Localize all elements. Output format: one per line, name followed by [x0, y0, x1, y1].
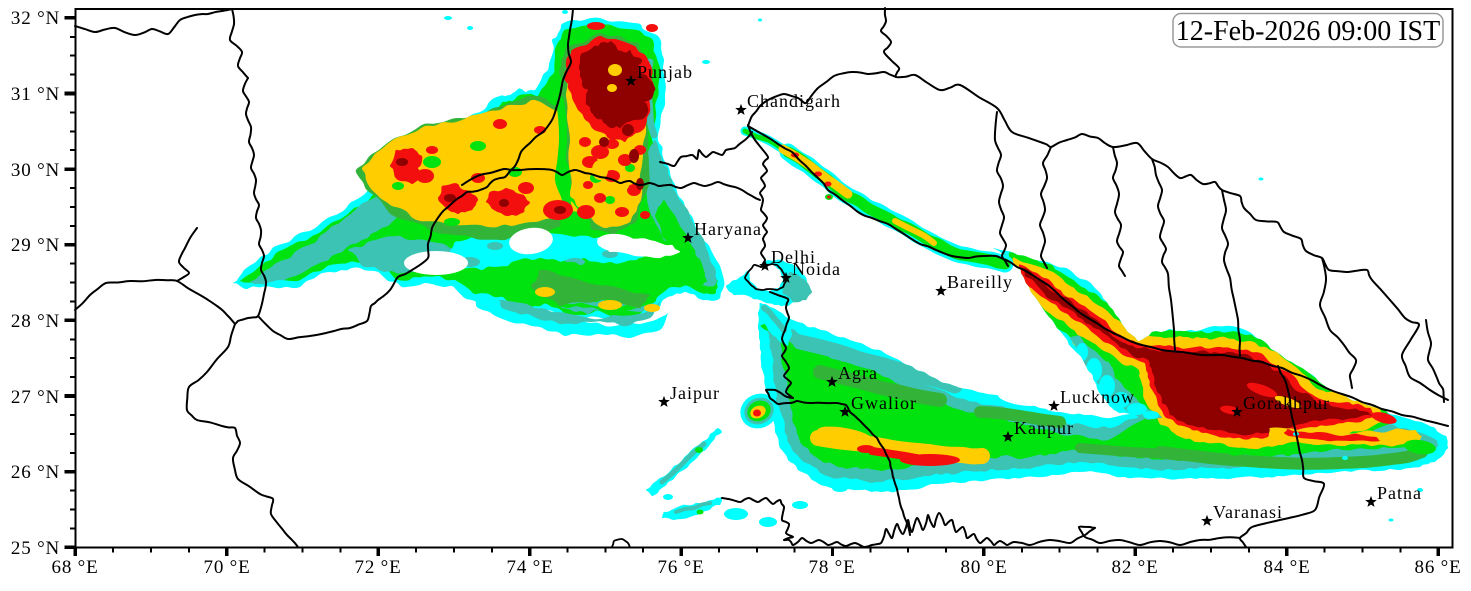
svg-text:Delhi: Delhi — [771, 247, 816, 267]
svg-text:30 °N: 30 °N — [11, 160, 60, 181]
svg-text:72 °E: 72 °E — [355, 557, 402, 578]
svg-text:Patna: Patna — [1377, 483, 1422, 503]
svg-text:29 °N: 29 °N — [11, 235, 60, 256]
svg-text:31 °N: 31 °N — [11, 84, 60, 105]
svg-text:76 °E: 76 °E — [658, 557, 705, 578]
svg-text:Chandigarh: Chandigarh — [747, 91, 841, 111]
svg-text:27 °N: 27 °N — [11, 387, 60, 408]
svg-text:Varanasi: Varanasi — [1213, 502, 1283, 522]
svg-text:82 °E: 82 °E — [1112, 557, 1159, 578]
svg-text:Kanpur: Kanpur — [1014, 418, 1074, 438]
svg-text:26 °N: 26 °N — [11, 462, 60, 483]
svg-text:68 °E: 68 °E — [52, 557, 99, 578]
svg-text:Gwalior: Gwalior — [851, 393, 917, 413]
svg-text:80 °E: 80 °E — [961, 557, 1008, 578]
svg-text:Bareilly: Bareilly — [947, 272, 1013, 292]
svg-text:Agra: Agra — [838, 363, 878, 383]
svg-text:Haryana: Haryana — [694, 219, 762, 239]
svg-text:25 °N: 25 °N — [11, 538, 60, 559]
svg-text:74 °E: 74 °E — [507, 557, 554, 578]
svg-text:32 °N: 32 °N — [11, 8, 60, 29]
svg-text:Lucknow: Lucknow — [1060, 387, 1135, 407]
svg-text:84 °E: 84 °E — [1264, 557, 1311, 578]
svg-text:Punjab: Punjab — [637, 62, 693, 82]
svg-text:28 °N: 28 °N — [11, 311, 60, 332]
svg-text:Jaipur: Jaipur — [670, 383, 720, 403]
svg-text:12-Feb-2026 09:00 IST: 12-Feb-2026 09:00 IST — [1176, 16, 1440, 47]
svg-text:Gorakhpur: Gorakhpur — [1243, 393, 1330, 413]
svg-text:86 °E: 86 °E — [1415, 557, 1462, 578]
svg-text:Noida: Noida — [792, 259, 841, 279]
svg-text:70 °E: 70 °E — [204, 557, 251, 578]
svg-text:78 °E: 78 °E — [809, 557, 856, 578]
